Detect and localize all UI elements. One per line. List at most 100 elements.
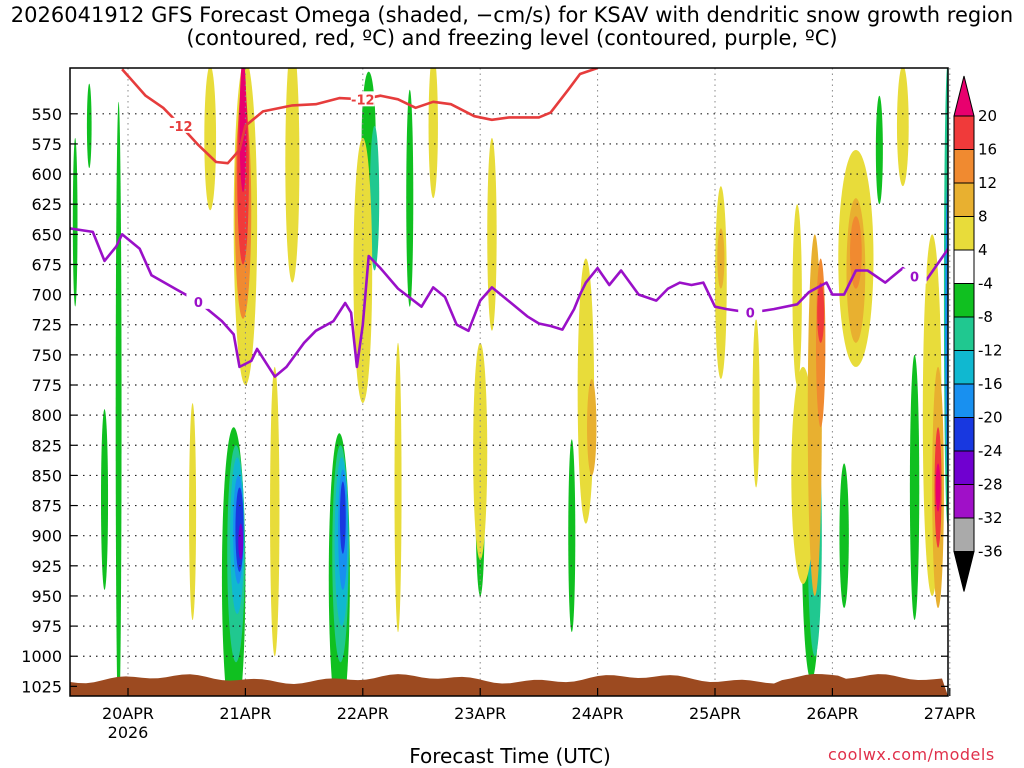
y-tick-label: 1025	[21, 677, 62, 696]
omega-cell	[587, 378, 597, 476]
omega-cell	[935, 463, 941, 512]
omega-cell	[339, 481, 346, 554]
y-axis: 550 575 600 625 650 675 700 725 750 775 800 825 850 8…	[21, 105, 948, 696]
omega-cell	[909, 354, 920, 621]
omega-cell	[896, 68, 909, 187]
colorbar-segment	[953, 383, 975, 418]
y-tick-label: 675	[31, 255, 62, 274]
colorbar-segment	[953, 484, 975, 519]
x-tick-label: 22APR	[337, 704, 389, 723]
freezing-contour-label: 0	[194, 296, 203, 311]
colorbar-top-arrow	[953, 75, 975, 117]
colorbar-label: -16	[978, 375, 1003, 393]
omega-cell	[406, 89, 414, 307]
x-tick-label: 21APR	[219, 704, 271, 723]
colorbar-segment	[953, 182, 975, 217]
colorbar-segment	[953, 149, 975, 184]
y-tick-label: 625	[31, 195, 62, 214]
x-axis-label: Forecast Time (UTC)	[409, 744, 611, 768]
x-tick-label: 26APR	[806, 704, 858, 723]
x-tick-label: 27APR	[924, 704, 976, 723]
omega-cell	[100, 409, 109, 590]
dendritic-contour-label-bg	[350, 91, 375, 107]
omega-cell	[717, 228, 725, 289]
dendritic-contour-label-bg	[168, 117, 193, 133]
colorbar-label: -36	[978, 543, 1003, 561]
colorbar-segment	[953, 283, 975, 318]
omega-cell	[752, 318, 760, 488]
y-tick-label: 775	[31, 376, 62, 395]
colorbar-label: -20	[978, 409, 1003, 427]
grid-lines	[70, 68, 951, 696]
y-tick-label: 900	[31, 527, 62, 546]
dendritic-contour-label: -12	[351, 93, 375, 108]
y-tick-label: 875	[31, 497, 62, 516]
colorbar-segment	[953, 417, 975, 452]
freezing-contour-label: 0	[746, 307, 755, 322]
colorbar-label: 4	[978, 241, 988, 259]
y-tick-label: 1000	[21, 647, 62, 666]
omega-cell	[238, 523, 244, 560]
y-tick-label: 575	[31, 135, 62, 154]
x-tick-label: 20APR	[102, 704, 154, 723]
omega-cell	[792, 204, 802, 386]
colorbar-label: -28	[978, 476, 1003, 494]
colorbar-segment	[953, 115, 975, 150]
omega-cell	[487, 137, 497, 331]
colorbar-label: 20	[978, 107, 997, 125]
y-tick-label: 750	[31, 346, 62, 365]
omega-cell	[285, 68, 300, 283]
colorbar: 20 16 12 8 4 -4 -8 -12 -16 -20 -24 -28 -32 -36	[953, 75, 1003, 592]
colorbar-label: -12	[978, 342, 1003, 360]
colorbar-label: -24	[978, 442, 1003, 460]
colorbar-label: 12	[978, 174, 997, 192]
y-tick-label: 700	[31, 286, 62, 305]
colorbar-label: 16	[978, 141, 997, 159]
dendritic-contour-label: -12	[169, 120, 193, 135]
colorbar-label: -4	[978, 275, 993, 293]
omega-cell	[270, 366, 280, 657]
colorbar-bottom-arrow	[953, 551, 975, 592]
colorbar-segment	[953, 350, 975, 385]
x-tick-label: 24APR	[572, 704, 624, 723]
omega-cell	[204, 68, 217, 211]
colorbar-segment	[953, 316, 975, 351]
omega-cell	[72, 137, 78, 307]
omega-shading	[72, 68, 948, 696]
omega-cell	[473, 342, 488, 560]
x-axis: 20APR 21APR 22APR 23APR 24APR 25APR 26APR 27APR…	[102, 688, 976, 742]
y-tick-label: 975	[31, 617, 62, 636]
colorbar-label: 8	[978, 208, 988, 226]
freezing-contour	[70, 227, 948, 378]
chart-title: 2026041912 GFS Forecast Omega (shaded, −…	[10, 3, 1014, 50]
surface-terrain	[70, 674, 948, 696]
freezing-contour-label: 0	[910, 271, 919, 286]
omega-cell	[86, 83, 92, 169]
y-tick-label: 650	[31, 225, 62, 244]
x-tick-label: 25APR	[689, 704, 741, 723]
freezing-contour-label-bg	[902, 268, 927, 284]
ground-fill	[70, 674, 948, 696]
credit-text[interactable]: coolwx.com/models	[828, 745, 995, 764]
contour-layer: -12 -12 0 0 0	[70, 68, 948, 378]
y-tick-label: 950	[31, 587, 62, 606]
omega-cell	[394, 342, 402, 633]
colorbar-label: -32	[978, 509, 1003, 527]
plot-frame	[69, 67, 949, 697]
colorbar-segment	[953, 216, 975, 251]
x-year-label: 2026	[108, 723, 149, 742]
freezing-contour-label-bg	[738, 304, 763, 320]
y-tick-label: 725	[31, 316, 62, 335]
omega-cell	[817, 282, 825, 343]
omega-cell	[875, 95, 883, 205]
omega-cell	[353, 137, 373, 404]
colorbar-label: -8	[978, 308, 993, 326]
freezing-contour-label-bg	[186, 293, 211, 309]
omega-cell	[189, 403, 197, 621]
omega-cell	[115, 101, 122, 696]
y-tick-label: 825	[31, 436, 62, 455]
y-tick-label: 550	[31, 105, 62, 124]
y-tick-label: 850	[31, 466, 62, 485]
y-tick-label: 600	[31, 165, 62, 184]
